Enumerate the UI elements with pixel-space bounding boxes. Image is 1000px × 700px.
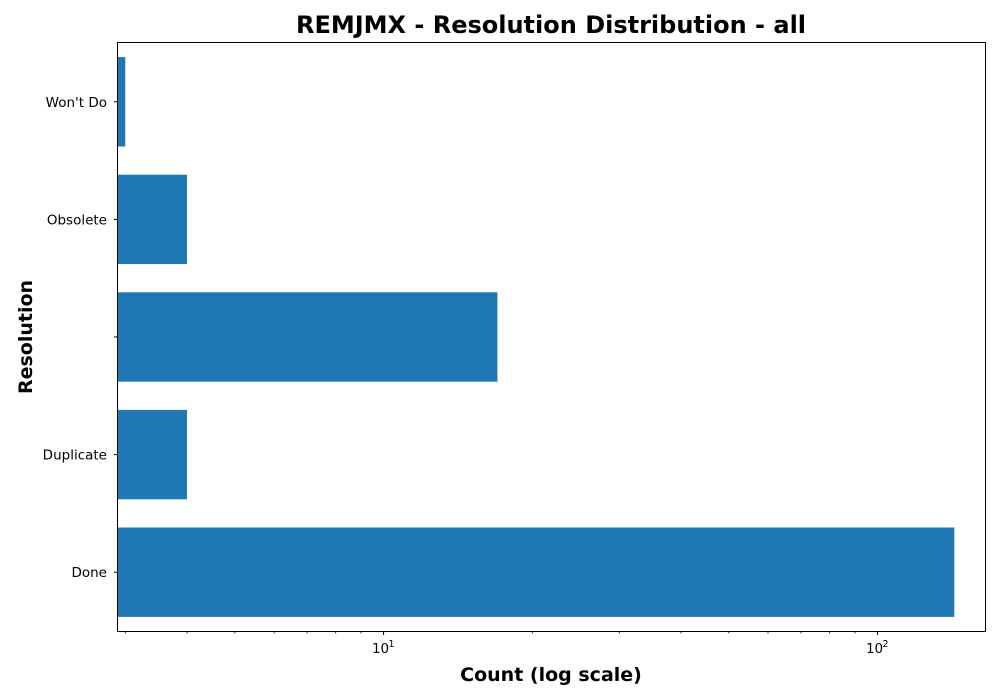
bar [118, 527, 955, 617]
bar [118, 292, 498, 382]
plot-frame [117, 42, 986, 632]
x-tick-exponent: 1 [389, 639, 395, 650]
y-tick-label: Done [71, 565, 107, 581]
y-tick-label: Duplicate [43, 448, 107, 464]
bar [118, 57, 126, 147]
y-tick-label: Won't Do [46, 95, 107, 111]
bar [118, 409, 187, 500]
x-tick-label: 10 [372, 641, 389, 657]
y-axis-label: Resolution [15, 280, 37, 394]
x-tick-label: 10 [866, 641, 883, 657]
y-tick-label: Obsolete [47, 212, 107, 228]
chart-title: REMJMX - Resolution Distribution - all [296, 11, 806, 39]
x-tick-exponent: 2 [883, 639, 889, 650]
x-axis-ticks: 10 1 10 2 [124, 631, 889, 657]
y-axis-ticks: Done Duplicate Obsolete Won't Do [43, 95, 118, 581]
bars-layer [118, 57, 955, 617]
bar [118, 174, 187, 265]
x-axis-label: Count (log scale) [460, 664, 642, 686]
